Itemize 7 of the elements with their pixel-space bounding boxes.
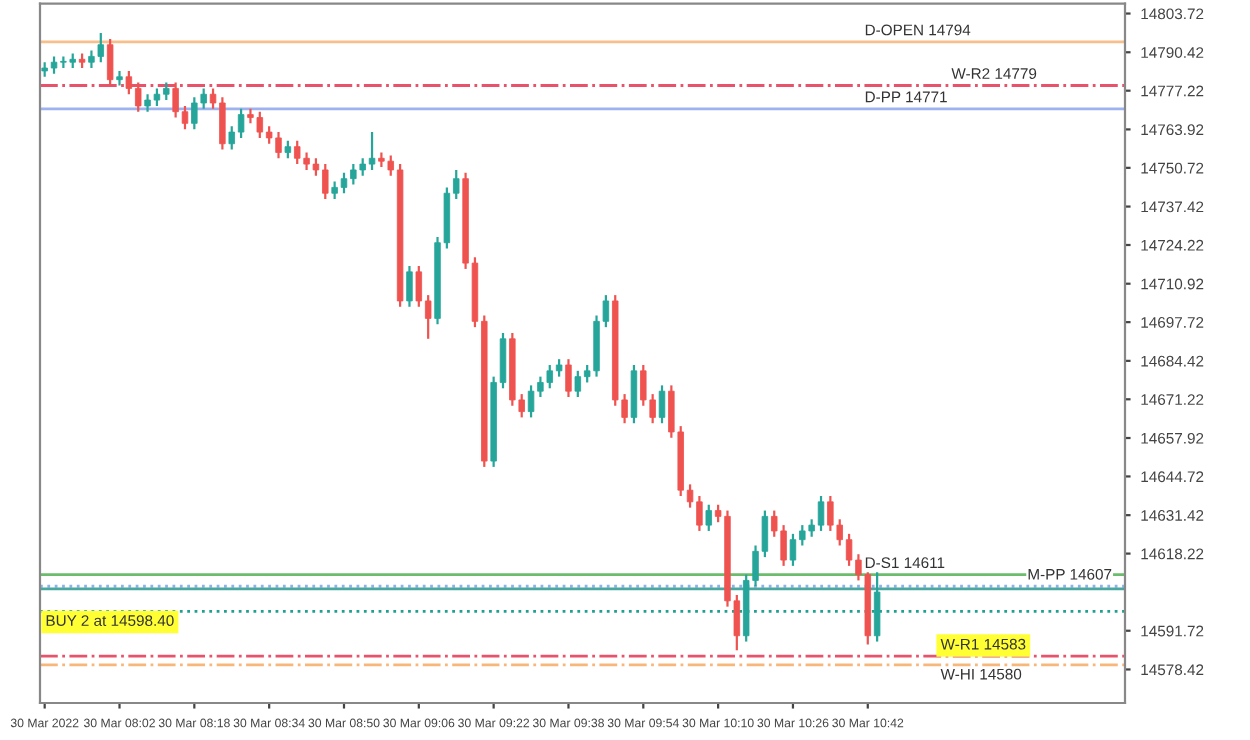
candlestick (658, 384, 666, 425)
candlestick (406, 264, 413, 308)
candlestick (565, 358, 572, 399)
candlestick (106, 37, 114, 87)
candlestick (116, 69, 123, 87)
candlestick (705, 503, 712, 533)
candlestick (630, 363, 638, 425)
